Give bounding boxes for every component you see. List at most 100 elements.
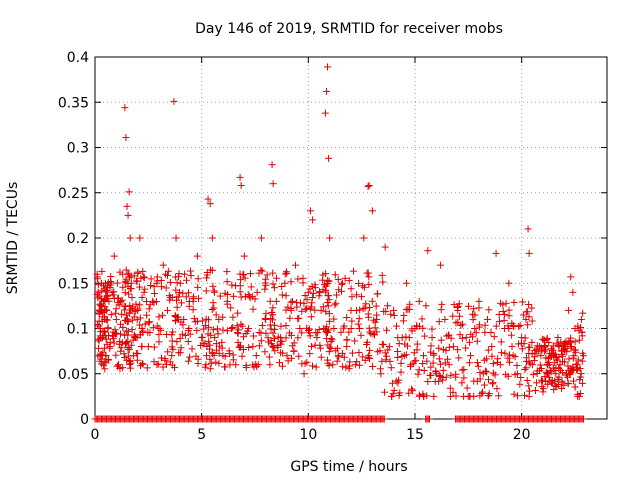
data-point: [472, 329, 480, 337]
data-point: [159, 261, 167, 269]
data-point: [481, 367, 489, 375]
data-point: [104, 324, 112, 332]
data-point: [571, 338, 579, 346]
data-point: [383, 326, 391, 334]
data-point: [325, 154, 333, 162]
data-point: [153, 273, 161, 281]
data-point: [120, 350, 128, 358]
data-point: [400, 311, 408, 319]
data-point: [551, 377, 559, 385]
data-point: [194, 283, 202, 291]
data-point: [406, 300, 414, 308]
data-point: [194, 275, 202, 283]
data-point: [334, 275, 342, 283]
data-point: [382, 307, 390, 315]
data-point: [117, 330, 125, 338]
data-point: [306, 332, 314, 340]
data-point: [390, 386, 398, 394]
data-point: [234, 309, 242, 317]
data-point: [502, 371, 510, 379]
data-point: [561, 358, 569, 366]
data-point: [368, 297, 376, 305]
data-point: [565, 306, 573, 314]
data-point: [420, 366, 428, 374]
data-point: [422, 302, 430, 310]
data-point: [551, 382, 559, 390]
data-point: [394, 348, 402, 356]
data-point: [493, 358, 501, 366]
data-point: [362, 300, 370, 308]
data-point: [397, 368, 405, 376]
data-point: [182, 293, 190, 301]
data-point: [287, 354, 295, 362]
data-point: [278, 283, 286, 291]
y-tick-label: 0.15: [58, 276, 89, 292]
data-point: [525, 249, 533, 257]
data-point: [299, 279, 307, 287]
data-point: [427, 342, 435, 350]
data-point: [106, 281, 114, 289]
data-point: [262, 329, 270, 337]
data-point: [435, 344, 443, 352]
data-point: [269, 329, 277, 337]
data-point: [270, 284, 278, 292]
data-point: [298, 329, 306, 337]
data-point: [303, 304, 311, 312]
data-point: [102, 306, 110, 314]
data-point: [162, 284, 170, 292]
data-point: [146, 329, 154, 337]
data-point: [455, 354, 463, 362]
data-point: [157, 326, 165, 334]
data-point: [547, 368, 555, 376]
data-point: [555, 342, 563, 350]
data-point: [118, 296, 126, 304]
data-point: [518, 345, 526, 353]
data-point: [168, 331, 176, 339]
data-point: [453, 304, 461, 312]
data-point: [575, 327, 583, 335]
data-point: [541, 373, 549, 381]
data-point: [441, 359, 449, 367]
data-point: [150, 343, 158, 351]
data-point: [133, 316, 141, 324]
data-point: [122, 339, 130, 347]
data-point: [576, 365, 584, 373]
data-point: [325, 317, 333, 325]
data-point: [432, 368, 440, 376]
data-point: [321, 109, 329, 117]
data-point: [125, 290, 133, 298]
data-point: [338, 349, 346, 357]
data-point: [221, 363, 229, 371]
data-point: [436, 360, 444, 368]
data-point: [490, 333, 498, 341]
data-point: [426, 371, 434, 379]
data-point: [282, 334, 290, 342]
data-point: [206, 365, 214, 373]
data-point: [287, 305, 295, 313]
data-point: [565, 355, 573, 363]
data-point: [378, 271, 386, 279]
data-point: [333, 357, 341, 365]
data-point: [521, 391, 529, 399]
data-point: [465, 302, 473, 310]
y-tick-label: 0.3: [67, 141, 89, 157]
data-point: [458, 366, 466, 374]
data-point: [360, 234, 368, 242]
data-point: [364, 310, 372, 318]
data-point: [208, 266, 216, 274]
data-point: [528, 338, 536, 346]
data-point: [471, 325, 479, 332]
data-point: [209, 299, 217, 307]
data-point: [171, 364, 179, 372]
data-point: [136, 234, 144, 242]
data-point: [365, 273, 373, 281]
data-point: [180, 315, 188, 323]
data-point: [348, 349, 356, 357]
data-point: [424, 378, 432, 386]
data-point: [272, 297, 280, 305]
data-point: [575, 336, 583, 344]
data-point: [102, 335, 110, 343]
data-point: [126, 273, 134, 281]
data-point: [307, 342, 315, 350]
data-point: [184, 327, 192, 335]
